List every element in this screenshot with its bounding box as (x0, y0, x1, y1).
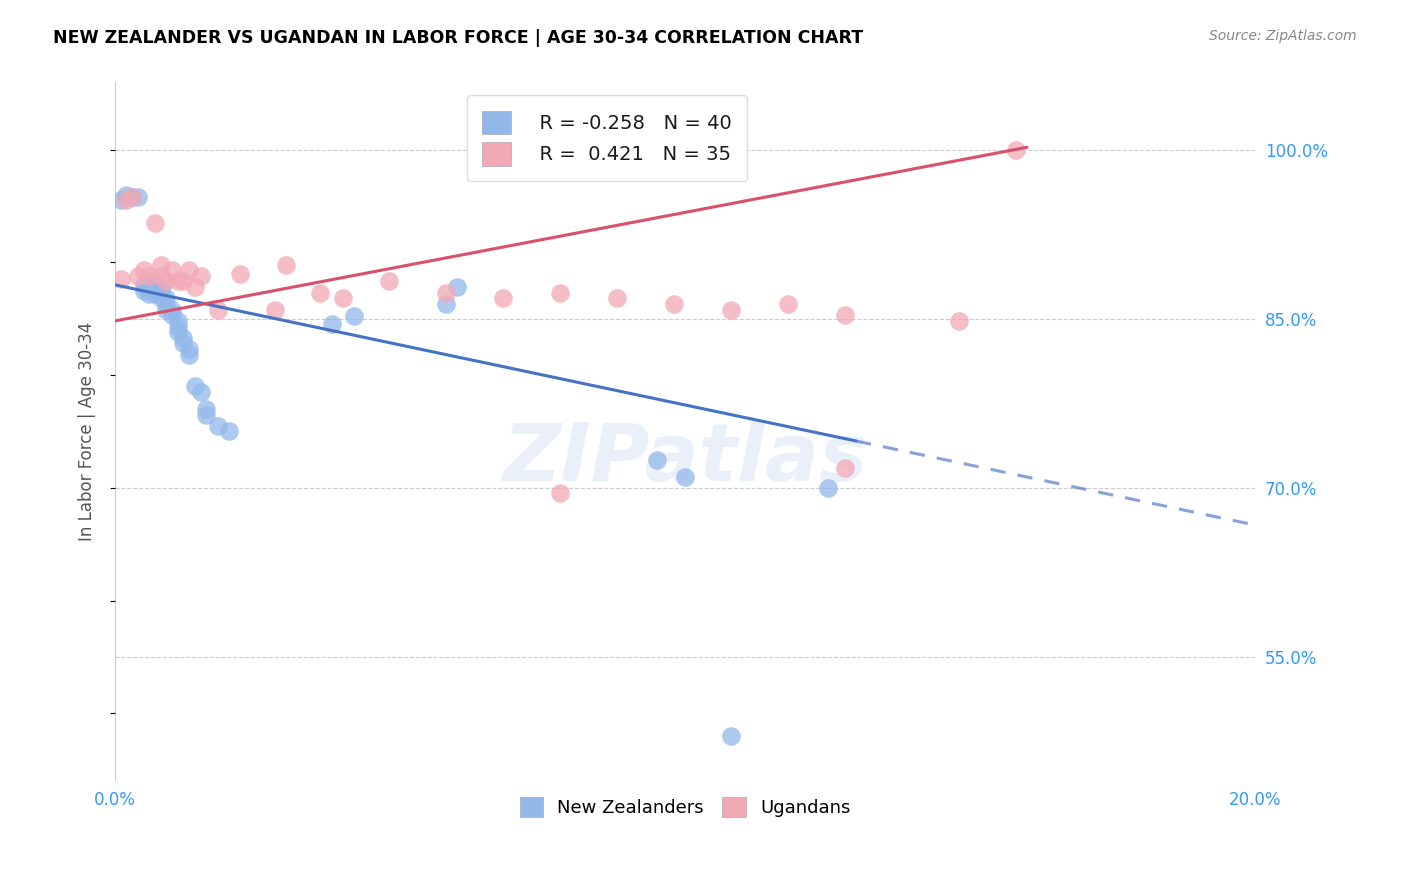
Point (309, 285, 332, 300)
Text: ZIPatlas: ZIPatlas (502, 420, 868, 499)
Point (184, 379, 207, 393)
Point (190, 384, 212, 399)
Point (321, 318, 343, 332)
Point (166, 319, 188, 334)
Point (132, 277, 155, 292)
Point (179, 263, 201, 277)
Point (143, 216, 166, 230)
Point (149, 258, 172, 272)
Point (166, 275, 188, 289)
Point (121, 190, 143, 204)
Point (155, 297, 177, 311)
Point (274, 258, 297, 272)
Point (343, 310, 366, 324)
Point (229, 267, 252, 281)
Point (166, 325, 188, 339)
Point (143, 286, 166, 301)
Point (172, 275, 194, 289)
Point (132, 263, 155, 277)
Point (149, 292, 172, 306)
Point (127, 190, 149, 204)
Legend: New Zealanders, Ugandans: New Zealanders, Ugandans (512, 790, 858, 824)
Point (720, 729, 742, 743)
Point (149, 281, 172, 295)
Point (263, 302, 285, 317)
Point (121, 190, 143, 204)
Point (377, 275, 399, 289)
Point (166, 314, 188, 328)
Point (606, 292, 628, 306)
Point (172, 331, 194, 345)
Point (160, 263, 183, 277)
Point (143, 276, 166, 290)
Point (184, 280, 207, 294)
Point (332, 292, 354, 306)
Point (138, 268, 160, 283)
Point (132, 284, 155, 298)
Point (207, 302, 229, 317)
Point (195, 401, 218, 416)
Point (172, 336, 194, 351)
Y-axis label: In Labor Force | Age 30-34: In Labor Force | Age 30-34 (79, 322, 96, 541)
Point (662, 297, 685, 311)
Point (149, 268, 172, 283)
Point (155, 292, 177, 306)
Point (195, 408, 218, 422)
Point (776, 297, 799, 311)
Point (160, 302, 183, 317)
Point (110, 272, 132, 286)
Point (179, 348, 201, 362)
Point (160, 308, 183, 322)
Point (434, 297, 457, 311)
Point (645, 452, 668, 467)
Point (149, 285, 172, 300)
Point (143, 281, 166, 295)
Point (110, 194, 132, 208)
Point (138, 282, 160, 296)
Point (948, 314, 970, 328)
Point (115, 194, 138, 208)
Point (548, 486, 571, 500)
Point (138, 286, 160, 301)
Point (115, 187, 138, 202)
Point (127, 268, 149, 283)
Point (179, 342, 201, 356)
Point (817, 481, 839, 495)
Point (834, 308, 856, 322)
Text: Source: ZipAtlas.com: Source: ZipAtlas.com (1209, 29, 1357, 43)
Point (218, 425, 240, 439)
Point (207, 418, 229, 433)
Point (434, 285, 457, 300)
Point (155, 302, 177, 317)
Point (548, 285, 571, 300)
Point (446, 280, 468, 294)
Text: NEW ZEALANDER VS UGANDAN IN LABOR FORCE | AGE 30-34 CORRELATION CHART: NEW ZEALANDER VS UGANDAN IN LABOR FORCE … (53, 29, 863, 46)
Point (190, 268, 212, 283)
Point (155, 275, 177, 289)
Point (720, 302, 742, 317)
Point (673, 469, 696, 483)
Point (491, 292, 513, 306)
Point (834, 460, 856, 475)
Point (1004, 143, 1026, 157)
